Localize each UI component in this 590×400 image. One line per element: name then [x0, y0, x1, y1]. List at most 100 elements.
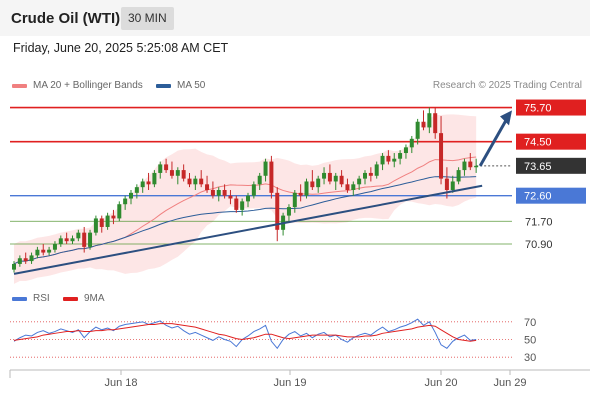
ma20-swatch	[12, 83, 27, 88]
candle-body	[240, 201, 245, 210]
candle-body	[134, 187, 139, 193]
candle-body	[275, 192, 280, 230]
candle-body	[58, 238, 63, 245]
candle-body	[444, 178, 449, 190]
candle-body	[175, 170, 180, 176]
candle-body	[363, 172, 367, 179]
x-tick-label: Jun 29	[493, 377, 526, 389]
rsi-swatch	[12, 296, 27, 301]
candle-body	[450, 181, 455, 190]
candle-body	[146, 181, 151, 185]
candle-body	[263, 161, 268, 176]
candle-body	[246, 195, 250, 202]
candle-body	[187, 178, 192, 185]
candle-body	[251, 184, 256, 196]
bollinger-band	[14, 114, 477, 284]
resistance-tag-label: 75.70	[524, 103, 552, 115]
candle-body	[333, 175, 338, 182]
legend-rsi-ma-label: 9MA	[84, 293, 105, 304]
candle-body	[456, 170, 461, 182]
candle-body	[433, 113, 438, 134]
candle-body	[468, 161, 473, 168]
resistance-tag	[516, 133, 586, 150]
candle-body	[35, 249, 40, 256]
candle-body	[257, 175, 262, 185]
candle-body	[386, 155, 391, 162]
candle-body	[222, 190, 227, 196]
candle-body	[380, 155, 385, 165]
candle-body	[439, 133, 444, 179]
candle-body	[64, 238, 69, 242]
x-tick-label: Jun 18	[104, 377, 137, 389]
candle-body	[310, 181, 315, 188]
last-price-tag	[516, 157, 586, 174]
candle-body	[269, 161, 274, 193]
candle-body	[117, 204, 122, 219]
x-tick-label: Jun 20	[424, 377, 457, 389]
candle-body	[415, 121, 420, 139]
candle-body	[374, 164, 379, 176]
candle-body	[421, 121, 426, 128]
candle-body	[327, 172, 332, 182]
candle-body	[316, 178, 321, 188]
candle-body	[292, 192, 297, 208]
candle-body	[462, 161, 467, 171]
legend-ma20: MA 20 + Bollinger Bands	[12, 80, 143, 91]
x-tick-label: Jun 19	[273, 377, 306, 389]
candle-body	[368, 172, 373, 176]
candle-body	[93, 218, 98, 233]
rsi-line	[13, 318, 477, 350]
candle-body	[205, 184, 210, 190]
forecast-arrow-head	[500, 110, 512, 126]
candle-body	[169, 170, 174, 176]
rsi-ma-line	[13, 323, 477, 342]
forecast-arrow-shaft	[478, 119, 508, 167]
interval-button[interactable]: 30 MIN	[121, 7, 174, 30]
trendline	[13, 184, 483, 275]
candle-body	[298, 192, 303, 196]
legend-rsi-label: RSI	[33, 293, 50, 304]
ma50-swatch	[156, 83, 171, 88]
header-bar: Crude Oil (WTI) 30 MIN	[0, 0, 590, 36]
resistance-tag	[516, 99, 586, 116]
candle-body	[403, 147, 408, 154]
candle-body	[304, 181, 309, 196]
candle-body	[474, 165, 479, 168]
resistance-tag-label: 74.50	[524, 137, 552, 149]
legend-rsi: RSI	[12, 293, 50, 304]
support-tag-label: 72.60	[524, 191, 552, 203]
candle-body	[199, 178, 204, 185]
legend-ma50-label: MA 50	[177, 80, 206, 91]
candle-body	[345, 184, 350, 190]
candle-body	[286, 207, 291, 216]
candle-body	[70, 238, 75, 242]
candle-body	[99, 218, 104, 227]
ma50-line	[13, 176, 477, 265]
rsi-tick-label: 50	[524, 335, 536, 347]
candle-body	[351, 184, 356, 190]
rsi-tick-label: 30	[524, 352, 536, 364]
candle-body	[17, 258, 22, 264]
candle-body	[409, 138, 414, 148]
candle-body	[158, 164, 163, 173]
candle-body	[193, 178, 198, 185]
candle-body	[12, 263, 16, 270]
candle-body	[88, 232, 93, 247]
candle-body	[129, 192, 133, 199]
candle-body	[105, 215, 110, 227]
candle-body	[52, 244, 57, 250]
candle-body	[427, 113, 432, 128]
candle-body	[210, 190, 215, 196]
candle-body	[216, 190, 221, 196]
rsi-tick-label: 70	[524, 317, 536, 329]
candle-body	[123, 198, 128, 205]
candle-body	[152, 172, 157, 185]
candle-body	[47, 249, 52, 253]
candle-body	[76, 232, 81, 239]
candle-body	[140, 181, 145, 188]
target-level-label: 70.90	[525, 239, 553, 251]
rsi-ma-swatch	[63, 296, 78, 301]
candle-body	[164, 164, 169, 171]
support-tag	[516, 187, 586, 204]
